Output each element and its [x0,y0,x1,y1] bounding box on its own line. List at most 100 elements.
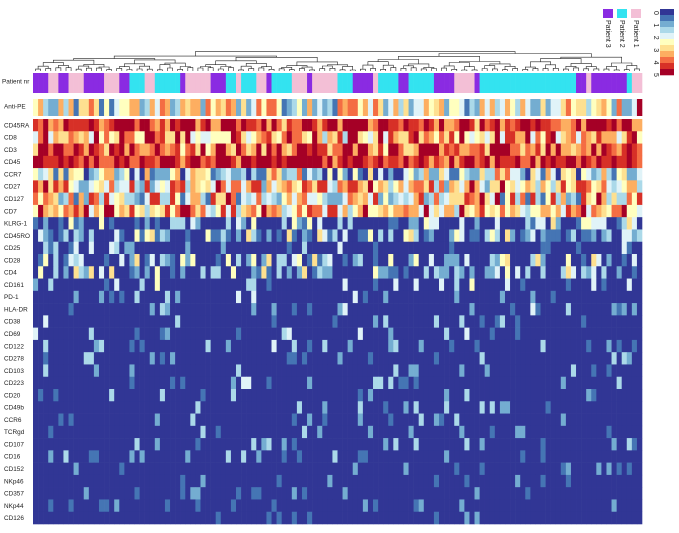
heatmap-cell [170,474,176,488]
colorbar-segment [660,33,674,40]
heatmap-cell [418,180,425,193]
heatmap-cell [210,425,217,439]
heatmap-cell [149,462,156,476]
heatmap-cell [312,474,318,488]
heatmap-cell [241,474,247,488]
heatmap-cell [433,192,440,206]
anti-pe-annotation-cell [550,99,557,116]
heatmap-cell [83,143,90,157]
heatmap-cell [251,487,257,500]
heatmap-cell [307,511,313,525]
heatmap-cell [276,303,282,316]
heatmap-cell [317,266,323,279]
heatmap-cell [601,401,607,414]
anti-pe-annotation-cell [271,99,277,116]
heatmap-cell [312,413,318,427]
anti-pe-annotation-cell [636,99,643,116]
heatmap-cell [352,315,359,328]
heatmap-cell [58,425,64,439]
heatmap-cell [408,254,414,267]
heatmap-cell [139,303,145,316]
heatmap-cell [504,511,511,525]
heatmap-cell [327,168,333,181]
heatmap-cell [586,192,592,206]
heatmap-cell [474,217,480,230]
heatmap-cell [48,450,54,463]
heatmap-cell [78,413,85,427]
heatmap-cell [560,303,567,316]
heatmap-cell [342,168,348,181]
heatmap-cell [190,487,196,500]
heatmap-cell [459,352,465,365]
heatmap-cell [474,131,480,144]
heatmap-cell [317,217,323,230]
heatmap-cell [164,474,171,488]
heatmap-cell [520,401,526,414]
heatmap-cell [626,155,633,169]
heatmap-cell [104,168,110,181]
heatmap-cell [317,143,323,157]
heatmap-cell [621,339,628,353]
heatmap-cell [33,401,39,414]
heatmap-cell [200,327,206,341]
heatmap-cell [58,278,64,292]
heatmap-cell [388,364,394,378]
heatmap-cell [251,413,257,427]
patient-annotation-cell [428,73,435,93]
heatmap-cell [236,217,242,230]
heatmap-cell [332,462,338,476]
heatmap-cell [520,290,526,304]
heatmap-cell [134,241,140,255]
heatmap-cell [124,401,130,414]
heatmap-cell [591,217,597,230]
heatmap-cell [33,499,39,513]
heatmap-cell [261,499,267,513]
heatmap-cell [616,278,623,292]
heatmap-cell [175,168,181,181]
heatmap-cell [393,462,399,476]
heatmap-cell [484,499,491,513]
heatmap-cell [570,499,577,513]
heatmap-cell [504,389,511,402]
heatmap-cell [408,352,414,365]
heatmap-cell [535,364,541,378]
heatmap-cell [159,254,166,267]
heatmap-cell [210,474,217,488]
heatmap-cell [190,266,196,279]
heatmap-cell [489,450,496,463]
heatmap-cell [98,168,105,181]
dendrogram-branch [228,67,234,71]
heatmap-cell [286,254,293,267]
anti-pe-annotation-cell [525,99,531,116]
heatmap-cell [601,241,607,255]
heatmap-cell [525,131,531,144]
heatmap-cell [241,143,247,157]
heatmap-cell [636,474,643,488]
heatmap-cell [73,229,79,243]
heatmap-cell [114,155,120,169]
heatmap-cell [327,131,333,144]
heatmap-cell [347,327,354,341]
anti-pe-annotation-cell [555,99,562,116]
heatmap-cell [606,131,612,144]
dendrogram-branch [167,67,173,71]
heatmap-cell [570,339,577,353]
heatmap-cell [413,364,420,378]
dendrogram-branch [552,68,559,71]
heatmap-cell [307,413,313,427]
heatmap-cell [469,425,475,439]
heatmap-cell [611,376,617,390]
heatmap-cell [241,413,247,427]
heatmap-cell [164,155,171,169]
heatmap-cell [129,217,135,230]
heatmap-cell [327,339,333,353]
heatmap-cell [215,168,222,181]
patient-annotation-cell [342,73,348,93]
heatmap-cell [510,352,516,365]
heatmap-cell [210,168,217,181]
heatmap-cell [200,352,206,365]
heatmap-cell [530,413,536,427]
heatmap-cell [286,180,293,193]
patient-annotation-cell [205,73,211,93]
